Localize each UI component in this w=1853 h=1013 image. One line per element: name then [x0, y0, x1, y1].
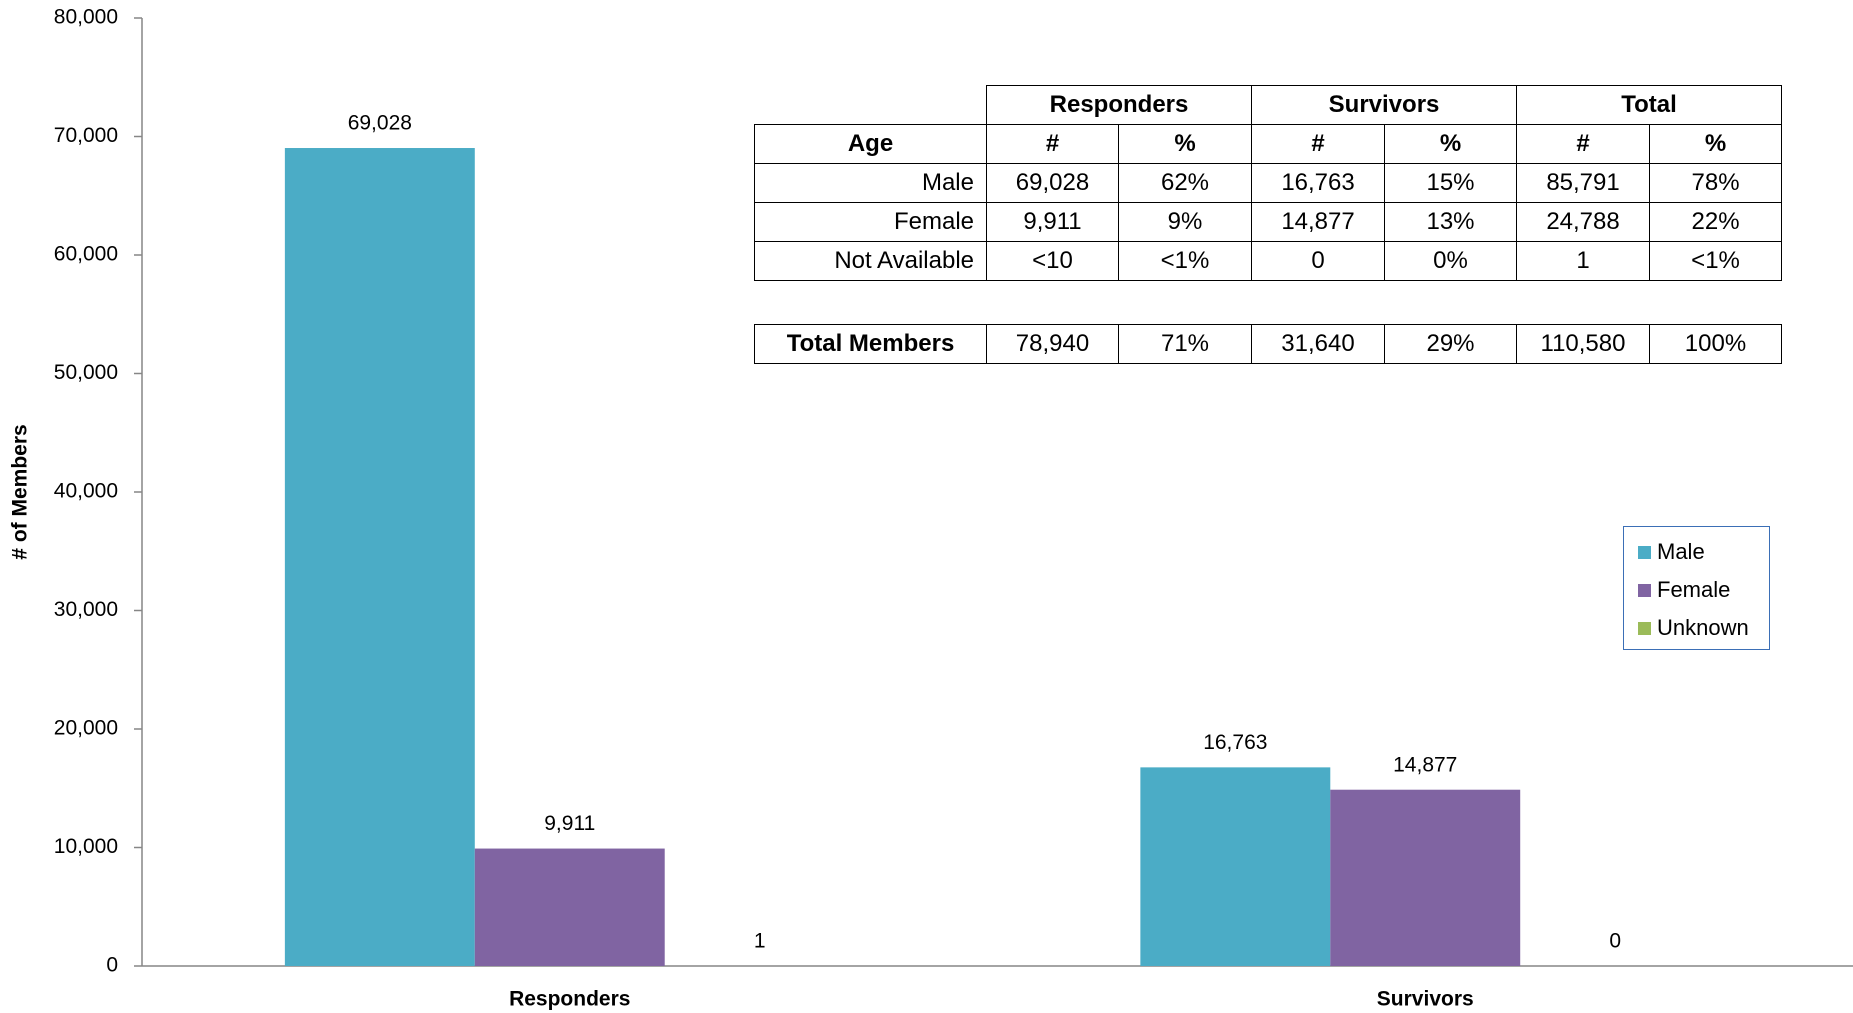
column-header: Age	[754, 124, 987, 164]
column-header: #	[1516, 124, 1651, 164]
blank-cell	[755, 86, 987, 125]
table-row: Responders Survivors Total	[755, 85, 1783, 125]
bar	[284, 148, 475, 967]
table-row: Age #% #% #%	[754, 124, 1783, 164]
table-cell: 0	[1251, 241, 1386, 281]
y-axis-title: # of Members	[9, 424, 32, 559]
bar	[474, 848, 665, 966]
group-header: Survivors	[1251, 85, 1518, 125]
data-label: 0	[1609, 930, 1621, 953]
table-row: Total Members 78,940 71% 31,640 29% 110,580 10…	[754, 324, 1782, 364]
total-table: Total Members 78,940 71% 31,640 29% 110,580 10…	[754, 324, 1782, 364]
table-cell: 71%	[1118, 324, 1252, 364]
column-header: #	[986, 124, 1119, 164]
table-cell: <1%	[1649, 241, 1783, 281]
table-cell: 78%	[1649, 163, 1783, 203]
data-label: 9,911	[544, 812, 595, 835]
legend: Male Female Unknown	[1623, 526, 1770, 650]
table-cell: <10	[986, 241, 1119, 281]
legend-label: Female	[1657, 577, 1731, 602]
table-cell: 62%	[1117, 163, 1253, 203]
table-cell: 13%	[1384, 202, 1518, 242]
summary-table: Responders Survivors Total Age #% #% #% Male 69,…	[754, 85, 1783, 281]
legend-label: Male	[1657, 539, 1705, 564]
data-label: 69,028	[348, 112, 412, 135]
y-tick-label: 30,000	[54, 598, 118, 621]
legend-swatch	[1638, 583, 1651, 597]
y-tick-label: 70,000	[54, 124, 118, 147]
table-cell: 9,911	[986, 202, 1119, 242]
table-cell: Not Available	[754, 241, 987, 281]
legend-swatch	[1638, 545, 1651, 559]
column-header: %	[1384, 124, 1518, 164]
table-cell: 69,028	[986, 163, 1119, 203]
y-tick-label: 20,000	[54, 717, 118, 740]
legend-item: Female	[1638, 571, 1769, 609]
table-cell: 14,877	[1251, 202, 1386, 242]
column-header: %	[1117, 124, 1253, 164]
table-cell: 29%	[1384, 324, 1517, 364]
table-cell: 22%	[1649, 202, 1783, 242]
legend-swatch	[1638, 621, 1651, 635]
table-cell: <1%	[1117, 241, 1253, 281]
column-header: #	[1251, 124, 1386, 164]
y-tick-label: 10,000	[54, 835, 118, 858]
table-row: Female 9,911 9% 14,877 13% 24,788 22%	[754, 202, 1783, 242]
y-tick-label: 50,000	[54, 361, 118, 384]
bar	[1330, 789, 1521, 966]
y-tick-label: 40,000	[54, 480, 118, 503]
data-label: 1	[754, 930, 766, 953]
table-cell: 78,940	[986, 324, 1119, 364]
legend-label: Unknown	[1657, 615, 1749, 640]
table-cell: 100%	[1649, 324, 1782, 364]
table-cell: 31,640	[1251, 324, 1385, 364]
column-header: %	[1649, 124, 1783, 164]
table-cell: Total Members	[754, 324, 987, 364]
table-cell: 15%	[1384, 163, 1518, 203]
table-cell: 85,791	[1516, 163, 1651, 203]
table-cell: Female	[754, 202, 987, 242]
group-header: Total	[1516, 85, 1783, 125]
group-header: Responders	[985, 85, 1253, 125]
table-cell: 110,580	[1516, 324, 1650, 364]
data-label: 16,763	[1203, 731, 1267, 754]
table-cell: 24,788	[1516, 202, 1651, 242]
table-cell: 16,763	[1251, 163, 1386, 203]
bar	[1140, 767, 1331, 966]
table-cell: Male	[754, 163, 987, 203]
y-tick-label: 60,000	[54, 243, 118, 266]
table-cell: 1	[1516, 241, 1651, 281]
table-row: Not Available <10 <1% 0 0% 1 <1%	[754, 241, 1783, 281]
x-tick-label: Responders	[509, 988, 630, 1011]
legend-item: Unknown	[1638, 609, 1769, 647]
x-tick-label: Survivors	[1377, 988, 1474, 1011]
y-tick-label: 80,000	[54, 6, 118, 29]
table-row: Male 69,028 62% 16,763 15% 85,791 78%	[754, 163, 1783, 203]
table-cell: 9%	[1117, 202, 1253, 242]
table-cell: 0%	[1384, 241, 1518, 281]
data-label: 14,877	[1393, 753, 1457, 776]
y-tick-label: 0	[106, 954, 118, 977]
legend-item: Male	[1638, 533, 1769, 571]
